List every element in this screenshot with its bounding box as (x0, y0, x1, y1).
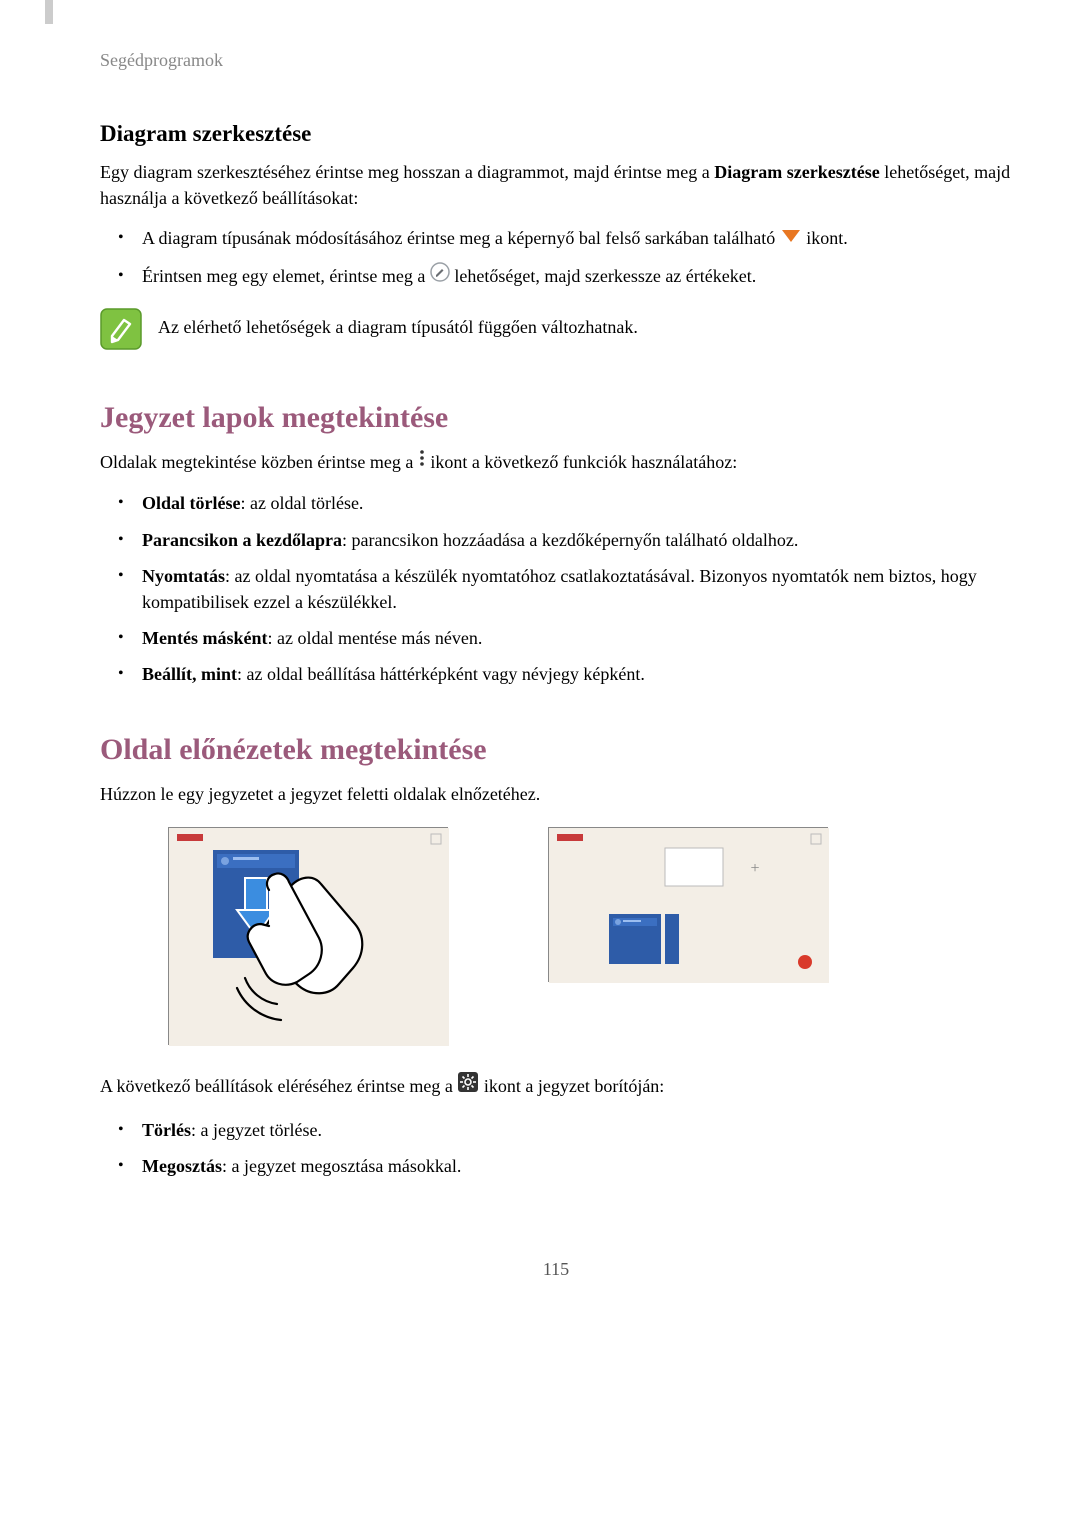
note-icon (100, 308, 142, 355)
list-item: Nyomtatás: az oldal nyomtatása a készülé… (128, 563, 1012, 615)
text-fragment: : parancsikon hozzáadása a kezdőképernyő… (342, 530, 798, 550)
text-fragment: ikont a jegyzet borítóján: (484, 1076, 664, 1096)
page-previews-heading: Oldal előnézetek megtekintése (100, 733, 1012, 767)
list-item: Érintsen meg egy elemet, érintse meg a l… (128, 263, 1012, 291)
breadcrumb: Segédprogramok (100, 50, 1012, 71)
text-fragment: : a jegyzet megosztása másokkal. (222, 1156, 461, 1176)
text-fragment: : az oldal beállítása háttérképként vagy… (237, 664, 645, 684)
figures-row: + (168, 827, 1012, 1045)
page-container: Segédprogramok Diagram szerkesztése Egy … (0, 0, 1080, 1340)
diagram-edit-heading: Diagram szerkesztése (100, 121, 1012, 147)
text-fragment: A következő beállítások eléréséhez érint… (100, 1076, 457, 1096)
triangle-down-icon (780, 225, 802, 251)
text-fragment: ikont a következő funkciók használatához… (430, 452, 737, 472)
text-fragment: : a jegyzet törlése. (191, 1120, 322, 1140)
view-note-pages-list: Oldal törlése: az oldal törlése. Parancs… (100, 490, 1012, 687)
diagram-edit-list: A diagram típusának módosításához érints… (100, 225, 1012, 291)
list-item: Beállít, mint: az oldal beállítása hátté… (128, 661, 1012, 687)
view-note-pages-heading: Jegyzet lapok megtekintése (100, 401, 1012, 435)
page-edge-mark (45, 0, 53, 24)
note-callout: Az elérhető lehetőségek a diagram típusá… (100, 308, 1012, 355)
view-note-pages-paragraph: Oldalak megtekintése közben érintse meg … (100, 449, 1012, 477)
list-item: A diagram típusának módosításához érints… (128, 225, 1012, 253)
note-text: Az elérhető lehetőségek a diagram típusá… (158, 308, 638, 340)
cover-settings-paragraph: A következő beállítások eléréséhez érint… (100, 1073, 1012, 1102)
text-bold: Megosztás (142, 1156, 222, 1176)
text-fragment: Érintsen meg egy elemet, érintse meg a (142, 266, 430, 286)
text-bold: Parancsikon a kezdőlapra (142, 530, 342, 550)
more-vert-icon (418, 448, 426, 474)
text-fragment: lehetőséget, majd szerkessze az értékeke… (454, 266, 756, 286)
list-item: Oldal törlése: az oldal törlése. (128, 490, 1012, 516)
text-bold: Törlés (142, 1120, 191, 1140)
figure-swipe-gesture (168, 827, 448, 1045)
svg-text:+: + (750, 860, 759, 877)
cover-settings-list: Törlés: a jegyzet törlése. Megosztás: a … (100, 1117, 1012, 1179)
text-bold: Diagram szerkesztése (714, 162, 879, 182)
text-fragment: : az oldal törlése. (240, 493, 363, 513)
text-bold: Mentés másként (142, 628, 267, 648)
text-bold: Oldal törlése (142, 493, 240, 513)
text-fragment: ikont. (806, 228, 848, 248)
list-item: Megosztás: a jegyzet megosztása másokkal… (128, 1153, 1012, 1179)
settings-gear-icon (457, 1071, 479, 1100)
list-item: Mentés másként: az oldal mentése más név… (128, 625, 1012, 651)
text-bold: Beállít, mint (142, 664, 237, 684)
page-previews-paragraph: Húzzon le egy jegyzetet a jegyzet felett… (100, 781, 1012, 807)
page-number: 115 (100, 1259, 1012, 1280)
text-fragment: Egy diagram szerkesztéséhez érintse meg … (100, 162, 714, 182)
list-item: Parancsikon a kezdőlapra: parancsikon ho… (128, 527, 1012, 553)
text-fragment: : az oldal mentése más néven. (267, 628, 482, 648)
text-bold: Nyomtatás (142, 566, 225, 586)
diagram-edit-paragraph: Egy diagram szerkesztéséhez érintse meg … (100, 159, 1012, 211)
list-item: Törlés: a jegyzet törlése. (128, 1117, 1012, 1143)
text-fragment: A diagram típusának módosításához érints… (142, 228, 780, 248)
text-fragment: Oldalak megtekintése közben érintse meg … (100, 452, 418, 472)
edit-circle-icon (430, 262, 450, 289)
text-fragment: : az oldal nyomtatása a készülék nyomtat… (142, 566, 977, 612)
figure-previews-result: + (548, 827, 828, 982)
